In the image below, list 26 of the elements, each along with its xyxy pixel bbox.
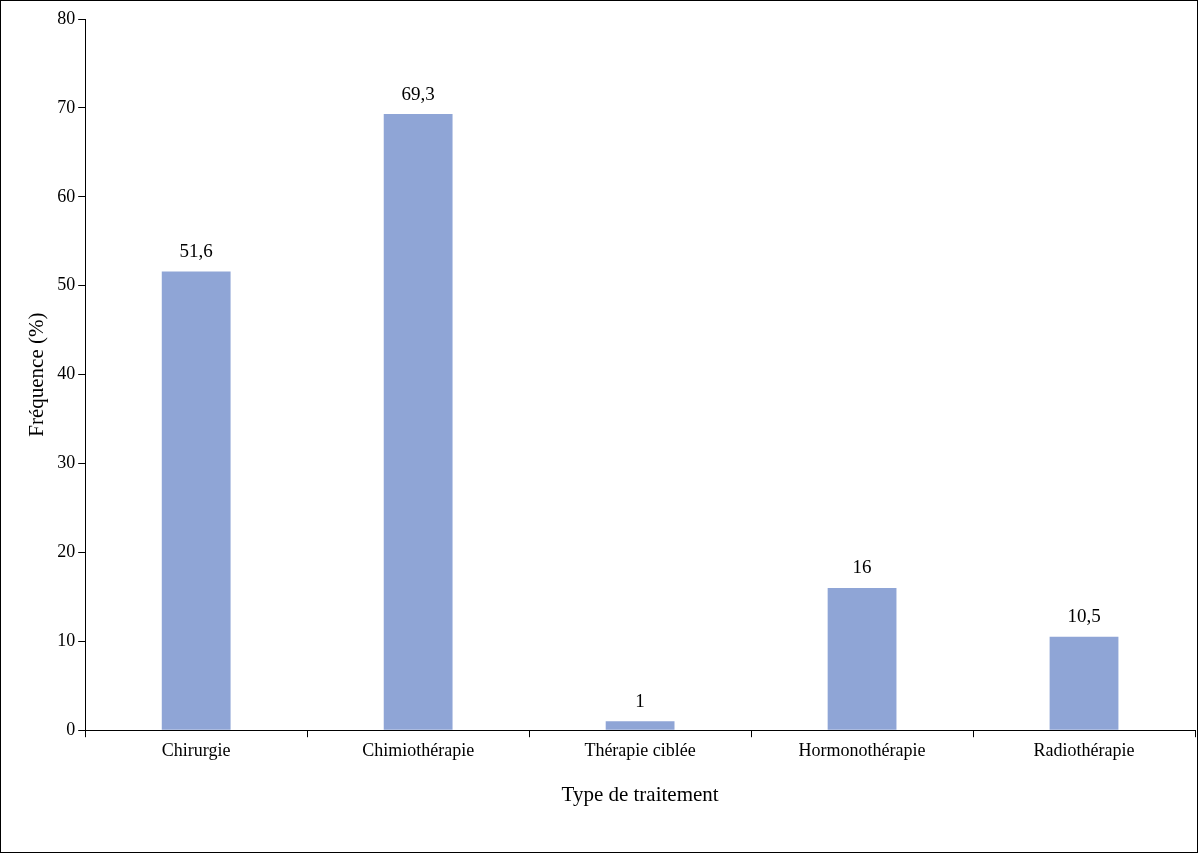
y-tick-label: 60 xyxy=(57,185,76,206)
x-tick-label: Chimiothérapie xyxy=(362,739,475,760)
bar xyxy=(1049,636,1119,730)
y-axis-title: Fréquence (%) xyxy=(24,312,49,437)
x-tick-label: Radiothérapie xyxy=(1033,739,1135,760)
y-tick-label: 40 xyxy=(57,363,76,384)
data-label: 1 xyxy=(635,689,645,711)
bar xyxy=(383,114,453,730)
y-tick-label: 20 xyxy=(57,541,76,562)
y-tick-label: 10 xyxy=(57,630,76,651)
data-label: 16 xyxy=(852,556,872,578)
y-tick-label: 70 xyxy=(57,96,76,117)
y-tick-label: 80 xyxy=(57,7,76,28)
y-tick-label: 0 xyxy=(66,718,76,739)
y-tick-label: 30 xyxy=(57,452,76,473)
x-tick-label: Hormonothérapie xyxy=(798,739,926,760)
data-label: 69,3 xyxy=(401,82,435,104)
bar xyxy=(605,721,675,730)
data-label: 51,6 xyxy=(179,239,213,261)
y-tick-label: 50 xyxy=(57,274,76,295)
x-tick-label: Chirurgie xyxy=(161,739,231,760)
bar xyxy=(161,271,231,730)
x-tick-label: Thérapie ciblée xyxy=(584,739,696,760)
x-axis-title: Type de traitement xyxy=(561,781,719,806)
bar xyxy=(827,587,897,730)
data-label: 10,5 xyxy=(1067,605,1101,627)
